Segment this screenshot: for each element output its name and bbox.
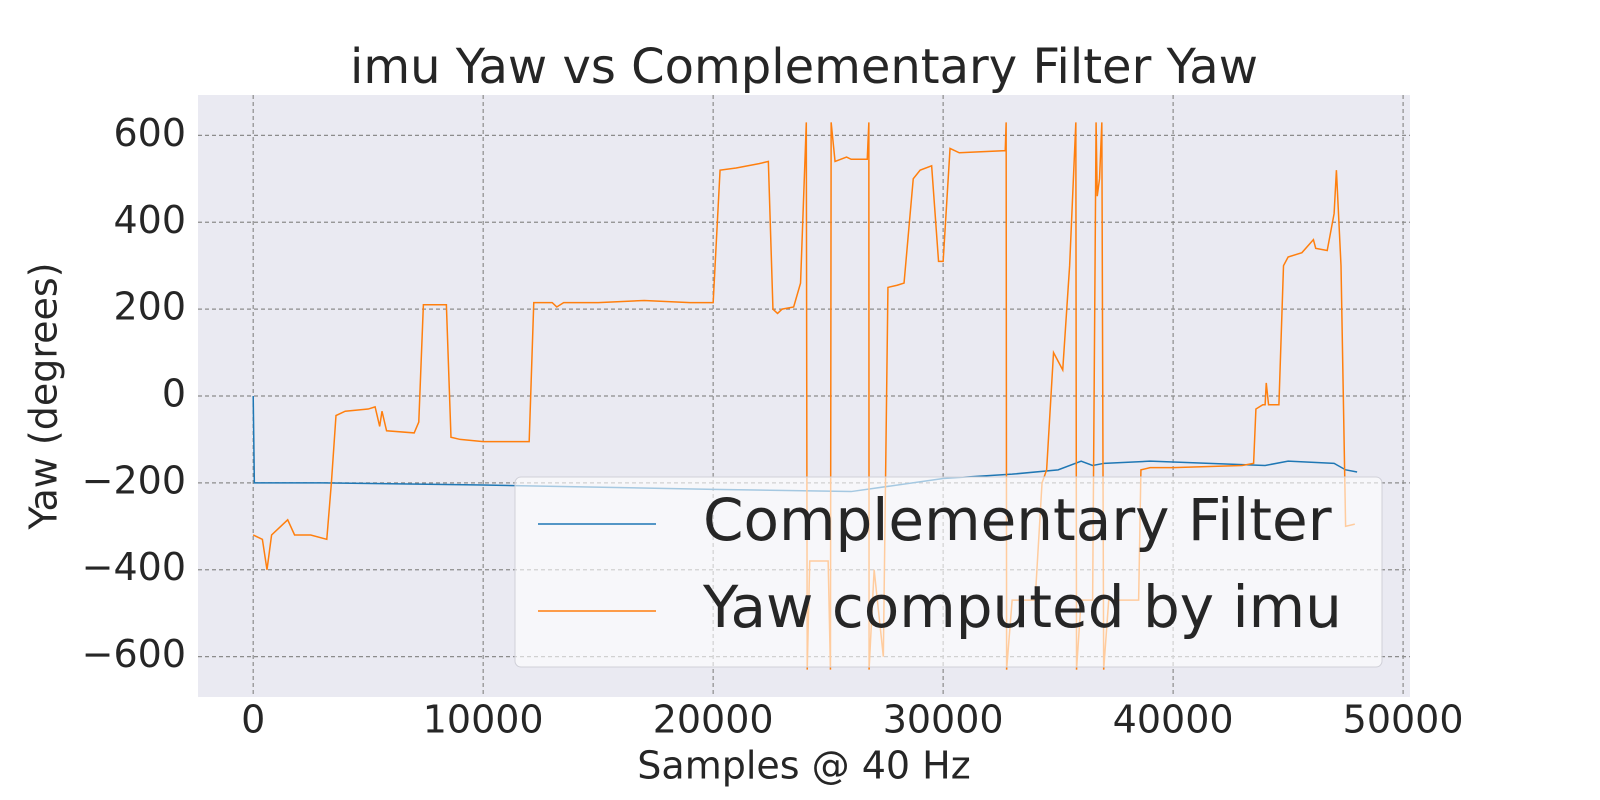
x-tick-label: 20000 bbox=[653, 698, 774, 742]
legend-label: Yaw computed by imu bbox=[702, 573, 1342, 641]
y-tick-label: −600 bbox=[82, 632, 186, 676]
legend-label: Complementary Filter bbox=[703, 486, 1332, 554]
chart-title: imu Yaw vs Complementary Filter Yaw bbox=[350, 39, 1258, 95]
y-tick-label: 200 bbox=[113, 285, 186, 329]
x-tick-label: 40000 bbox=[1113, 698, 1234, 742]
y-axis-label: Yaw (degrees) bbox=[22, 262, 66, 530]
y-tick-label: 600 bbox=[113, 111, 186, 155]
legend-box bbox=[514, 476, 1383, 668]
y-tick-label: 0 bbox=[162, 372, 186, 416]
y-tick-label: −400 bbox=[82, 545, 186, 589]
x-tick-label: 30000 bbox=[883, 698, 1004, 742]
x-tick-label: 50000 bbox=[1343, 698, 1464, 742]
line-series bbox=[252, 395, 1358, 493]
legend: Complementary Filter Yaw computed by imu bbox=[514, 476, 1383, 668]
x-axis-label: Samples @ 40 Hz bbox=[637, 744, 970, 788]
x-tick-label: 0 bbox=[241, 698, 265, 742]
y-tick-label: −200 bbox=[82, 458, 186, 502]
y-tick-label: 400 bbox=[113, 198, 186, 242]
x-tick-label: 10000 bbox=[423, 698, 544, 742]
